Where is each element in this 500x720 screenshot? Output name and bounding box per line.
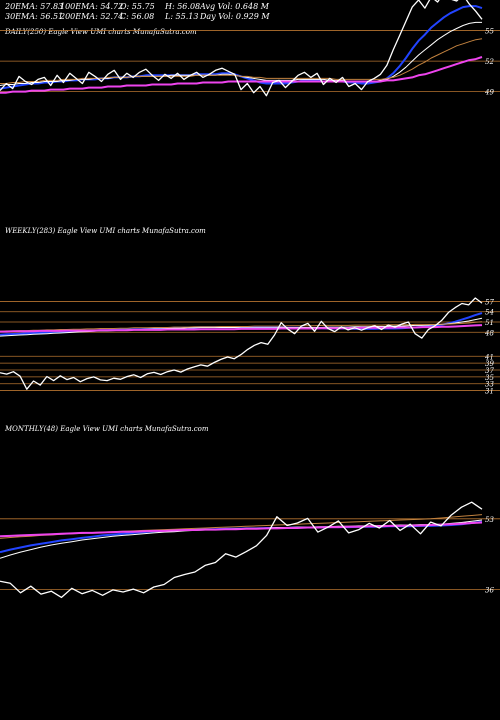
weekly-price-line-4 xyxy=(0,297,483,390)
weekly-y-tick-label-7: 35 xyxy=(485,374,494,382)
weekly-ema-line-1 xyxy=(0,317,483,337)
daily-y-tick-label-0: 55 xyxy=(485,28,494,36)
low-stat: L: 55.13 xyxy=(165,12,199,21)
weekly-y-tick-label-3: 48 xyxy=(484,329,494,337)
monthly-price-line-4 xyxy=(0,501,483,599)
monthly-panel-title: MONTHLY(48) Eagle View UMI charts Munafa… xyxy=(5,425,209,433)
avg-vol-stat: Avg Vol: 0.648 M xyxy=(200,2,269,11)
stats-header: 20EMA: 57.83 100EMA: 54.72 O: 55.75 H: 5… xyxy=(0,0,500,22)
weekly-y-tick-label-5: 39 xyxy=(485,360,494,368)
day-vol-stat: Day Vol: 0.929 M xyxy=(200,12,270,21)
close-stat: C: 56.08 xyxy=(120,12,155,21)
open-stat: O: 55.75 xyxy=(120,2,155,11)
weekly-y-tick-label-9: 31 xyxy=(485,388,494,396)
weekly-y-tick-label-8: 33 xyxy=(485,381,494,389)
weekly-y-tick-label-2: 51 xyxy=(485,319,494,327)
weekly-panel-title: WEEKLY(283) Eagle View UMI charts Munafa… xyxy=(5,227,206,235)
daily-panel-title: DAILY(250) Eagle View UMI charts MunafaS… xyxy=(5,28,197,36)
weekly-ema-line-3 xyxy=(0,324,483,333)
daily-chart: 55 52 49 xyxy=(0,0,500,97)
monthly-chart: 53 36 xyxy=(0,501,500,599)
weekly-y-tick-label-6: 37 xyxy=(485,367,494,375)
monthly-y-tick-label-0: 53 xyxy=(485,516,494,524)
weekly-y-tick-label-4: 41 xyxy=(484,353,494,361)
high-stat: H: 56.08 xyxy=(165,2,201,11)
daily-ema-line-3 xyxy=(0,56,483,94)
ema100-stat: 100EMA: 54.72 xyxy=(60,2,124,11)
daily-price-line-4 xyxy=(0,0,483,97)
ema30-stat: 30EMA: 56.51 xyxy=(5,12,64,21)
daily-y-tick-label-2: 49 xyxy=(484,89,494,97)
ema200-stat: 200EMA: 52.74 xyxy=(60,12,124,21)
monthly-y-tick-label-1: 36 xyxy=(485,587,494,595)
weekly-y-tick-label-0: 57 xyxy=(485,298,494,306)
daily-ema-line-2 xyxy=(0,38,483,84)
ema20-stat: 20EMA: 57.83 xyxy=(5,2,64,11)
monthly-ema-line-3 xyxy=(0,521,483,538)
weekly-y-tick-label-1: 54 xyxy=(485,309,494,317)
daily-y-tick-label-1: 52 xyxy=(485,58,494,66)
